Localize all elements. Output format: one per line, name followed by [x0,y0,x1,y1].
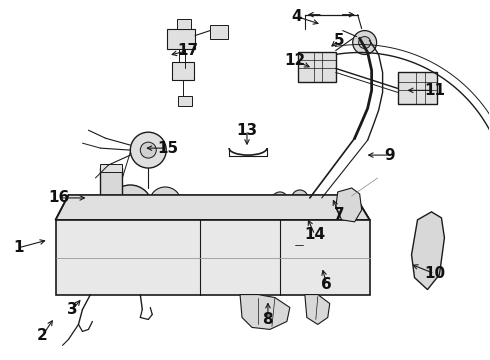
Text: 10: 10 [424,266,445,281]
Text: 14: 14 [304,227,325,242]
Circle shape [272,192,288,208]
Polygon shape [55,220,369,294]
Circle shape [158,196,172,210]
Circle shape [359,37,370,49]
Text: 3: 3 [67,302,78,317]
Bar [210,233,275,258]
Text: 6: 6 [321,277,332,292]
Polygon shape [55,195,369,220]
Bar [210,24,228,39]
Text: 12: 12 [284,53,305,68]
Text: 11: 11 [424,83,445,98]
Circle shape [121,197,140,217]
Circle shape [140,142,156,158]
Circle shape [149,187,181,219]
Polygon shape [305,294,330,324]
Text: 7: 7 [334,207,345,222]
Text: 1: 1 [13,240,24,255]
Bar [172,62,194,80]
Text: 8: 8 [263,312,273,327]
Bar [167,28,195,49]
Circle shape [295,230,315,250]
Circle shape [292,190,308,206]
Circle shape [130,132,166,168]
Circle shape [108,185,152,229]
Circle shape [353,31,377,54]
Polygon shape [240,294,290,329]
Text: 15: 15 [158,141,179,156]
Bar [210,268,275,288]
Text: 13: 13 [237,123,258,138]
Bar [100,164,122,172]
Bar [303,234,323,256]
Text: 16: 16 [48,190,69,206]
Bar [178,96,192,106]
Bar [298,53,336,82]
Bar [177,19,191,28]
Polygon shape [412,212,444,289]
Text: 5: 5 [333,33,344,48]
Text: 4: 4 [292,9,302,24]
Bar [397,72,438,104]
Polygon shape [336,188,362,222]
Text: 9: 9 [384,148,395,163]
Text: 2: 2 [37,328,48,343]
Bar [100,168,122,210]
Text: 17: 17 [177,43,199,58]
